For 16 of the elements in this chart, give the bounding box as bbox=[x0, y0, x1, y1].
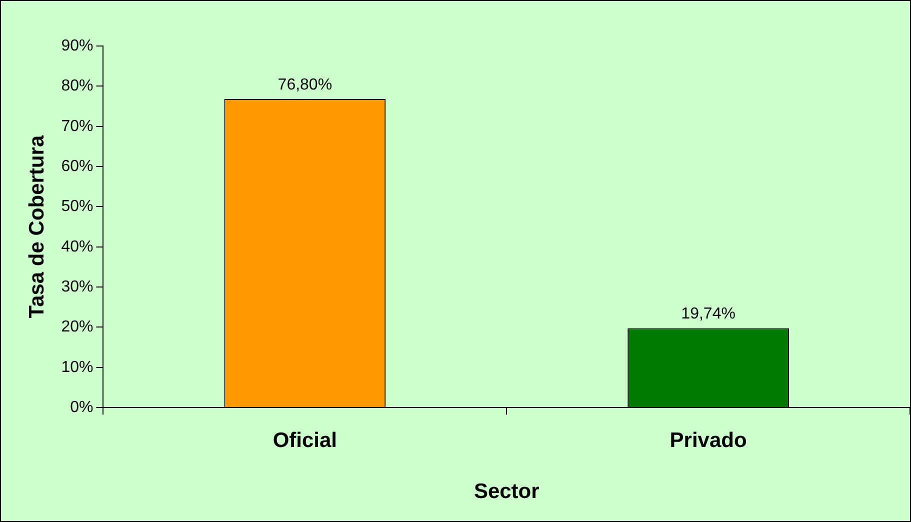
y-axis-title: Tasa de Cobertura bbox=[25, 135, 48, 318]
data-label: 76,80% bbox=[278, 76, 332, 94]
y-tick-label: 60% bbox=[61, 158, 94, 175]
data-label: 19,74% bbox=[681, 306, 736, 323]
x-tick-label: Oficial bbox=[272, 428, 338, 452]
y-tick-label: 80% bbox=[61, 78, 94, 95]
y-tick-label: 0% bbox=[70, 399, 94, 416]
y-tick-label: 70% bbox=[61, 118, 94, 135]
x-tick-label: Privado bbox=[670, 428, 747, 452]
y-tick-label: 50% bbox=[61, 198, 94, 216]
y-tick-label: 30% bbox=[61, 278, 94, 296]
x-axis-title: Sector bbox=[474, 480, 540, 504]
y-tick-label: 90% bbox=[61, 37, 94, 54]
y-tick-label: 20% bbox=[61, 318, 94, 336]
y-tick-label: 10% bbox=[61, 358, 94, 376]
y-tick-label: 40% bbox=[61, 238, 94, 256]
